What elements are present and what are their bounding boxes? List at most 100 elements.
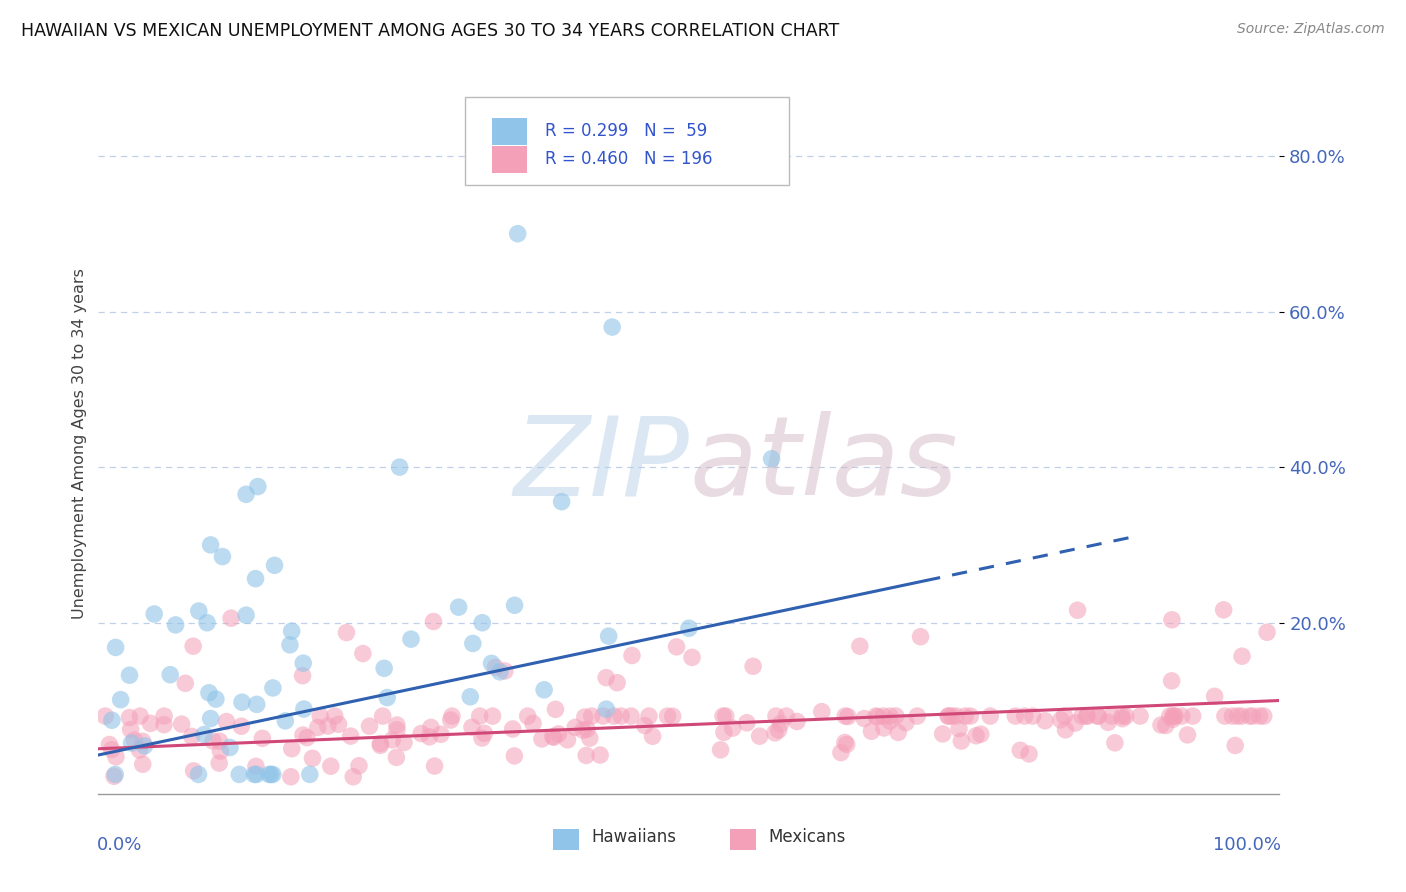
Point — [600, 320, 623, 334]
Point — [461, 636, 484, 650]
Point — [274, 714, 297, 728]
Point — [359, 719, 381, 733]
Point — [423, 759, 446, 773]
Point — [205, 692, 228, 706]
Point — [352, 647, 374, 661]
Point — [503, 748, 526, 763]
Point — [503, 599, 526, 613]
Point — [472, 726, 495, 740]
Point — [834, 709, 856, 723]
Point — [159, 667, 181, 681]
Point — [187, 604, 209, 618]
Point — [1014, 709, 1036, 723]
Point — [316, 719, 339, 733]
Point — [638, 709, 661, 723]
Point — [1239, 709, 1261, 723]
Point — [873, 721, 896, 735]
Point — [1150, 718, 1173, 732]
Point — [252, 731, 274, 746]
Point — [1076, 709, 1098, 723]
Point — [494, 664, 516, 678]
Point — [211, 549, 233, 564]
Point — [342, 770, 364, 784]
Point — [853, 712, 876, 726]
Point — [1177, 728, 1199, 742]
Point — [837, 709, 859, 723]
Point — [950, 734, 973, 748]
Point — [965, 729, 987, 743]
Point — [385, 718, 408, 732]
Point — [970, 727, 993, 741]
Point — [165, 618, 187, 632]
Point — [323, 709, 346, 723]
Point — [180, 730, 202, 744]
Point — [128, 743, 150, 757]
Point — [1111, 712, 1133, 726]
Point — [581, 709, 603, 723]
Point — [132, 757, 155, 772]
Point — [124, 733, 146, 747]
Point — [373, 661, 395, 675]
Point — [262, 767, 284, 781]
Point — [1204, 690, 1226, 704]
Point — [104, 749, 127, 764]
Y-axis label: Unemployment Among Ages 30 to 34 years: Unemployment Among Ages 30 to 34 years — [72, 268, 87, 619]
Point — [101, 713, 124, 727]
Point — [1111, 709, 1133, 723]
Point — [634, 718, 657, 732]
Point — [278, 638, 301, 652]
Point — [830, 746, 852, 760]
Point — [228, 767, 250, 781]
Point — [481, 657, 503, 671]
Point — [541, 730, 564, 744]
Point — [245, 572, 267, 586]
Point — [219, 740, 242, 755]
Point — [620, 648, 643, 663]
Point — [381, 732, 404, 747]
Point — [139, 716, 162, 731]
Point — [209, 744, 232, 758]
Point — [1071, 709, 1094, 723]
Bar — [730, 829, 756, 850]
Point — [620, 709, 643, 723]
Point — [589, 747, 612, 762]
Point — [678, 621, 700, 635]
Point — [1101, 709, 1123, 723]
Point — [1104, 736, 1126, 750]
Point — [1049, 713, 1071, 727]
Point — [174, 676, 197, 690]
Point — [1054, 723, 1077, 737]
Point — [243, 767, 266, 781]
Point — [887, 725, 910, 739]
Point — [592, 709, 614, 723]
Point — [489, 665, 512, 679]
Point — [1066, 603, 1088, 617]
Bar — [492, 146, 527, 173]
Point — [298, 767, 321, 781]
Point — [769, 716, 792, 731]
Point — [153, 717, 176, 731]
Point — [1159, 709, 1181, 723]
Point — [134, 739, 156, 753]
Point — [1213, 709, 1236, 723]
Point — [879, 709, 901, 723]
Point — [1164, 709, 1187, 723]
Point — [1249, 709, 1271, 723]
Point — [200, 712, 222, 726]
Point — [200, 538, 222, 552]
Point — [263, 558, 285, 573]
Point — [291, 668, 314, 682]
Point — [543, 730, 565, 744]
Point — [375, 690, 398, 705]
Point — [215, 714, 238, 729]
Point — [307, 721, 329, 735]
Point — [979, 709, 1001, 723]
Point — [575, 748, 598, 763]
Point — [231, 719, 253, 733]
Point — [574, 710, 596, 724]
Point — [219, 611, 242, 625]
Point — [418, 730, 440, 744]
Point — [1241, 709, 1264, 723]
Point — [484, 660, 506, 674]
Point — [118, 668, 141, 682]
